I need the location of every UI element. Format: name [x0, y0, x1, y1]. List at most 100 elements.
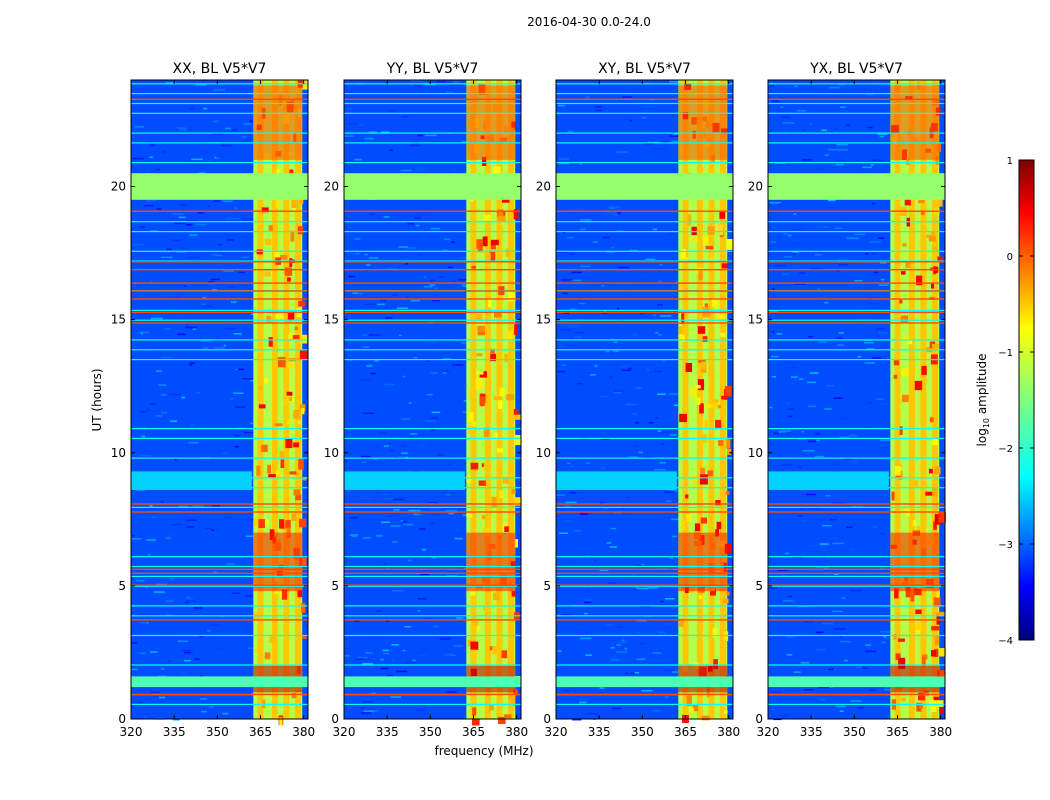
flag-line: [556, 162, 733, 164]
noise-cell: [387, 110, 397, 112]
flag-line: [344, 102, 521, 105]
flag-line-high: [131, 511, 308, 513]
noise-cell: [770, 442, 773, 445]
noise-cell: [817, 288, 820, 290]
rfi-patch: [899, 426, 903, 435]
noise-cell: [364, 253, 368, 256]
cyan-band: [768, 471, 889, 491]
rfi-patch: [939, 703, 943, 714]
noise-cell: [190, 424, 195, 427]
x-tick-label: 365: [886, 725, 909, 739]
noise-cell: [635, 586, 638, 589]
noise-cell: [583, 601, 592, 604]
noise-cell: [637, 589, 643, 591]
flag-line: [344, 437, 521, 439]
noise-cell: [244, 608, 254, 611]
rfi-patch: [505, 248, 510, 257]
noise-cell: [178, 128, 188, 131]
noise-cell: [862, 574, 865, 577]
noise-cell: [226, 239, 234, 241]
noise-cell: [243, 123, 252, 125]
noise-cell: [671, 518, 681, 520]
flag-line: [131, 556, 308, 558]
noise-cell: [413, 357, 418, 359]
rfi-patch: [275, 196, 279, 208]
rfi-patch: [490, 243, 496, 250]
noise-cell: [556, 518, 562, 520]
noise-cell: [780, 432, 793, 434]
rfi-patch: [699, 403, 704, 414]
noise-cell: [826, 587, 833, 589]
rfi-patch: [693, 475, 697, 486]
noise-cell: [463, 390, 466, 392]
noise-cell: [557, 650, 562, 652]
noise-cell: [822, 524, 832, 527]
noise-cell: [406, 247, 416, 249]
rfi-patch: [288, 333, 295, 341]
flag-line: [344, 506, 521, 508]
noise-cell: [780, 574, 790, 576]
flag-line-high: [344, 619, 521, 621]
noise-cell: [793, 283, 806, 285]
y-tick-label: 10: [748, 446, 763, 460]
noise-cell: [139, 410, 147, 413]
noise-cell: [462, 411, 468, 413]
noise-cell: [837, 269, 840, 272]
noise-cell: [833, 701, 841, 703]
noise-cell: [458, 279, 469, 281]
flag-line-high: [768, 503, 945, 505]
noise-cell: [136, 701, 143, 703]
noise-cell: [878, 332, 889, 334]
noise-cell: [196, 391, 200, 394]
noise-cell: [160, 668, 165, 670]
noise-cell: [424, 286, 433, 288]
noise-cell: [347, 167, 352, 169]
noise-cell: [209, 706, 214, 708]
noise-cell: [418, 214, 430, 217]
flag-line: [131, 664, 308, 666]
rfi-patch: [930, 705, 937, 712]
rfi-patch: [477, 626, 481, 632]
flag-line: [768, 585, 945, 587]
flag-line-high: [768, 98, 945, 100]
noise-cell: [160, 394, 167, 396]
rfi-patch: [680, 249, 686, 258]
noise-cell: [132, 243, 144, 246]
flag-line-high: [556, 298, 733, 300]
noise-cell: [200, 698, 208, 700]
noise-cell: [826, 558, 831, 560]
noise-cell: [612, 350, 620, 353]
noise-cell: [166, 248, 172, 250]
noise-cell: [652, 652, 662, 654]
noise-cell: [877, 237, 885, 239]
noise-cell: [183, 659, 192, 662]
rfi-patch: [704, 404, 712, 408]
rfi-patch: [300, 334, 308, 344]
noise-cell: [381, 493, 389, 495]
noise-cell: [770, 310, 779, 312]
rfi-patch: [472, 707, 477, 716]
noise-cell: [836, 143, 848, 146]
flag-line: [344, 428, 521, 430]
noise-cell: [840, 218, 846, 220]
rfi-patch: [299, 404, 306, 412]
noise-cell: [135, 579, 145, 582]
rfi-patch: [900, 315, 909, 323]
noise-cell: [438, 275, 444, 278]
noise-cell: [415, 224, 420, 227]
rfi-patch: [488, 298, 492, 308]
noise-cell: [793, 213, 796, 215]
flag-line-high: [768, 619, 945, 621]
flag-line: [556, 457, 733, 459]
noise-cell: [564, 312, 572, 314]
noise-cell: [241, 136, 247, 138]
noise-cell: [232, 217, 241, 220]
rfi-patch: [507, 290, 516, 302]
flag-line-high: [556, 269, 733, 271]
noise-cell: [869, 689, 876, 691]
plot-frame: [767, 79, 946, 720]
noise-cell: [156, 168, 161, 171]
rfi-patch: [467, 425, 473, 434]
rfi-patch: [928, 468, 933, 474]
noise-cell: [662, 141, 668, 143]
